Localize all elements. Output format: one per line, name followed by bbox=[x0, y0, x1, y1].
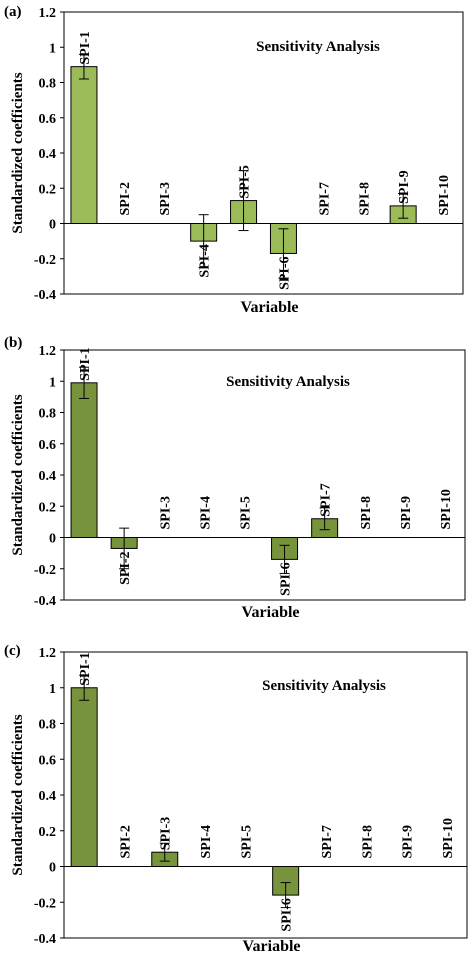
y-tick-label: 0.4 bbox=[39, 469, 57, 484]
y-tick-label: 0.4 bbox=[39, 147, 57, 162]
category-label: SPI-6 bbox=[277, 256, 292, 289]
category-label: SPI-7 bbox=[320, 825, 335, 858]
y-tick-label: 0.8 bbox=[39, 77, 57, 92]
y-tick-label: 1.2 bbox=[39, 646, 57, 661]
y-tick-label: 1.2 bbox=[39, 344, 57, 359]
category-label: SPI-3 bbox=[159, 817, 174, 850]
y-tick-label: 1 bbox=[49, 375, 56, 390]
y-tick-label: -0.4 bbox=[34, 594, 56, 609]
y-tick-label: 0.2 bbox=[39, 182, 57, 197]
y-tick-label: -0.2 bbox=[34, 253, 56, 268]
y-tick-label: -0.4 bbox=[34, 288, 56, 303]
y-tick-label: 0.6 bbox=[39, 112, 57, 127]
y-tick-label: 0.6 bbox=[39, 438, 57, 453]
category-label: SPI-8 bbox=[360, 825, 375, 858]
category-label: SPI-7 bbox=[319, 483, 334, 516]
x-axis-label: Variable bbox=[240, 299, 298, 316]
category-label: SPI-10 bbox=[441, 818, 456, 858]
category-label: SPI-6 bbox=[279, 562, 294, 595]
y-tick-label: 0.2 bbox=[39, 825, 57, 840]
panel-label: (c) bbox=[4, 643, 21, 659]
chart-title: Sensitivity Analysis bbox=[226, 374, 350, 390]
y-tick-label: -0.4 bbox=[34, 932, 56, 947]
y-tick-label: 0.6 bbox=[39, 753, 57, 768]
y-tick-label: 0 bbox=[49, 532, 56, 547]
category-label: SPI-9 bbox=[399, 496, 414, 529]
category-label: SPI-5 bbox=[238, 496, 253, 529]
category-label: SPI-10 bbox=[437, 175, 452, 215]
y-axis-label: Standardized coefficients bbox=[10, 394, 26, 555]
category-label: SPI-10 bbox=[439, 489, 454, 529]
category-label: SPI-4 bbox=[198, 244, 213, 277]
panel-label: (a) bbox=[4, 4, 22, 20]
y-tick-label: 1 bbox=[49, 41, 56, 56]
y-tick-label: -0.2 bbox=[34, 563, 56, 578]
y-tick-label: 0.8 bbox=[39, 718, 57, 733]
category-label: SPI-4 bbox=[198, 496, 213, 529]
chart-panel-c: -0.4 -0.2 0 0.2 0.4 0.6 0.8 1 1.2 SPI-1 SPI-2 SPI-3… bbox=[4, 643, 468, 954]
category-label: SPI-4 bbox=[199, 825, 214, 858]
category-label: SPI-6 bbox=[280, 898, 295, 931]
y-tick-label: 0.2 bbox=[39, 500, 57, 515]
y-tick-label: -0.2 bbox=[34, 896, 56, 911]
y-axis-label: Standardized coefficients bbox=[10, 714, 26, 875]
chart-panel-b: -0.4 -0.2 0 0.2 0.4 0.6 0.8 1 1.2 SPI-1 SPI-2 SPI-3… bbox=[4, 335, 466, 621]
chart-title: Sensitivity Analysis bbox=[256, 39, 380, 55]
category-label: SPI-9 bbox=[401, 825, 416, 858]
category-label: SPI-8 bbox=[357, 182, 372, 215]
y-tick-label: 0.8 bbox=[39, 407, 57, 422]
category-label: SPI-2 bbox=[118, 825, 133, 858]
category-label: SPI-3 bbox=[158, 496, 173, 529]
chart-title: Sensitivity Analysis bbox=[262, 678, 386, 694]
category-label: SPI-3 bbox=[158, 182, 173, 215]
category-label: SPI-5 bbox=[238, 165, 253, 198]
category-label: SPI-1 bbox=[78, 347, 93, 380]
category-label: SPI-1 bbox=[78, 652, 93, 685]
x-axis-label: Variable bbox=[241, 604, 299, 621]
category-label: SPI-5 bbox=[239, 825, 254, 858]
chart-panel-a: -0.4 -0.2 0 0.2 0.4 0.6 0.8 1 1.2 SPI-1 SPI-2 SPI-3… bbox=[4, 4, 464, 316]
bar bbox=[70, 66, 98, 224]
category-label: SPI-2 bbox=[118, 182, 133, 215]
bar bbox=[70, 382, 98, 538]
y-tick-label: 1 bbox=[49, 682, 56, 697]
bar bbox=[70, 687, 98, 867]
y-tick-label: 0.4 bbox=[39, 789, 57, 804]
y-axis-label: Standardized coefficients bbox=[10, 72, 26, 233]
y-tick-label: 1.2 bbox=[39, 6, 57, 21]
plot-frame bbox=[63, 651, 468, 939]
x-axis-label: Variable bbox=[242, 938, 300, 954]
panel-label: (b) bbox=[4, 335, 22, 351]
y-tick-label: 0 bbox=[49, 218, 56, 233]
category-label: SPI-8 bbox=[359, 496, 374, 529]
category-label: SPI-9 bbox=[397, 170, 412, 203]
category-label: SPI-1 bbox=[78, 31, 93, 64]
category-label: SPI-7 bbox=[317, 182, 332, 215]
category-label: SPI-2 bbox=[118, 551, 133, 584]
y-tick-label: 0 bbox=[49, 861, 56, 876]
